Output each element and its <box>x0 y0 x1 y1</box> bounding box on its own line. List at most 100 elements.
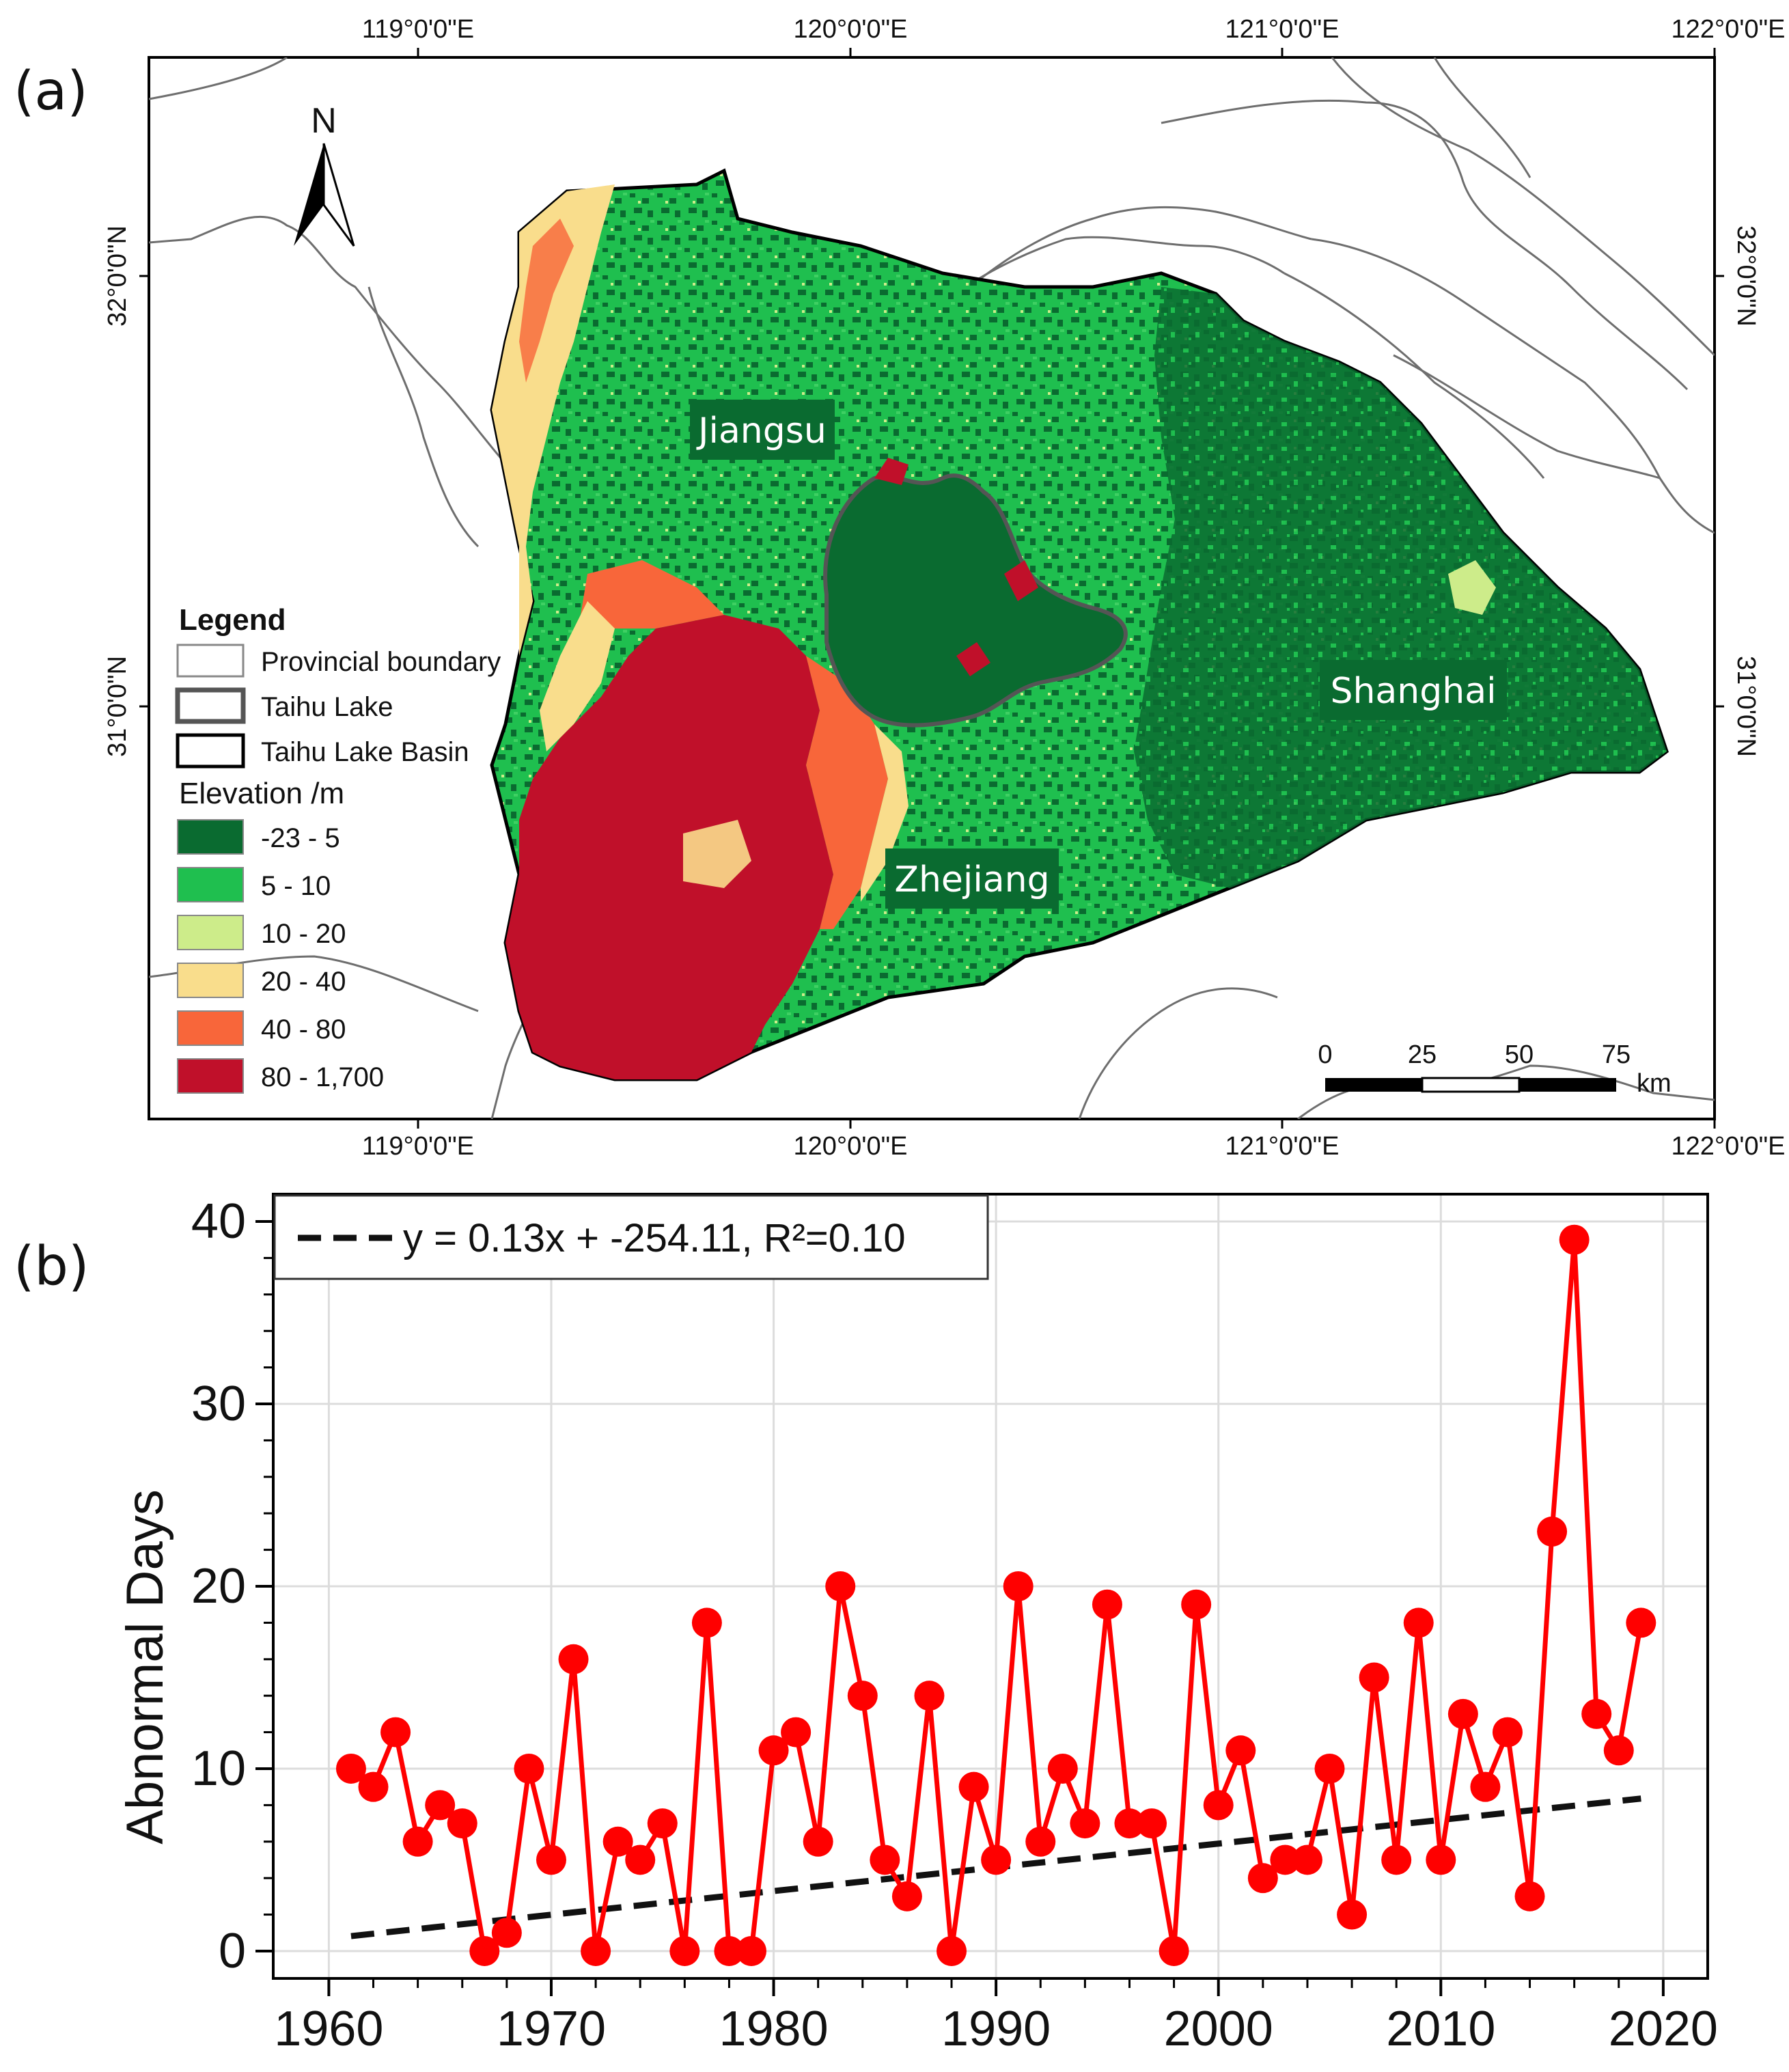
data-point-1998 <box>1159 1935 1189 1966</box>
estuary-2 <box>1311 238 1715 534</box>
region-labels: Jiangsu Shanghai Zhejiang <box>690 400 1507 909</box>
legend-swatch-elev-2 <box>177 915 244 950</box>
y-axis-label: Abnormal Days <box>116 1489 174 1845</box>
scale-segment-3 <box>1519 1078 1616 1092</box>
data-point-1988 <box>937 1935 967 1966</box>
north-coast-2 <box>1331 57 1715 357</box>
scale-unit: km <box>1637 1069 1672 1098</box>
north-label: N <box>311 101 337 141</box>
estuary-1 <box>1284 272 1545 479</box>
data-point-1993 <box>1047 1753 1078 1784</box>
data-point-1962 <box>358 1771 389 1802</box>
jiangsu-label: Jiangsu <box>696 411 827 452</box>
data-point-1969 <box>514 1753 544 1784</box>
lon-label-119-bottom: 119°0'0"E <box>362 1132 474 1161</box>
data-point-1967 <box>469 1935 500 1966</box>
line-chart: 1960 1970 1980 1990 2000 2010 2020 0 10 20 30 40 y =… <box>191 1193 1718 2056</box>
legend-elev-label-0: -23 - 5 <box>261 823 340 853</box>
lon-label-119-top: 119°0'0"E <box>362 15 474 44</box>
lon-label-121-bottom: 121°0'0"E <box>1225 1132 1340 1161</box>
lon-label-121-top: 121°0'0"E <box>1225 15 1340 44</box>
legend-title: Legend <box>179 603 286 637</box>
scale-segment-1 <box>1325 1078 1422 1092</box>
lat-label-32-left: 32°0'0"N <box>103 225 132 327</box>
data-point-1997 <box>1137 1808 1167 1839</box>
data-point-2017 <box>1581 1698 1612 1729</box>
panel-a-label: (a) <box>14 61 88 122</box>
data-point-1965 <box>425 1790 456 1821</box>
mountain-fringe-yellow <box>861 724 909 902</box>
data-point-1975 <box>647 1808 678 1839</box>
data-point-2009 <box>1403 1607 1434 1638</box>
data-point-1981 <box>781 1717 812 1748</box>
data-point-1979 <box>736 1935 766 1966</box>
data-point-2012 <box>1470 1771 1501 1802</box>
scale-tick-0: 0 <box>1318 1040 1332 1069</box>
data-point-1974 <box>625 1845 656 1875</box>
lake-island <box>956 642 990 676</box>
x-tick-label-2000: 2000 <box>1164 2002 1273 2056</box>
legend-provincial-label: Provincial boundary <box>261 647 501 677</box>
north-boundary-2 <box>1433 57 1531 178</box>
coastal-upland-patch <box>1448 560 1496 615</box>
y-tick-label-10: 10 <box>191 1741 246 1796</box>
data-point-2018 <box>1603 1735 1634 1766</box>
data-point-2003 <box>1270 1845 1301 1875</box>
data-point-1963 <box>380 1717 411 1748</box>
scale-tick-50: 50 <box>1505 1040 1534 1069</box>
map-legend: Legend Provincial boundary Taihu Lake Ta… <box>175 603 501 1094</box>
x-tick-label-2010: 2010 <box>1386 2002 1495 2056</box>
legend-swatch-elev-1 <box>177 867 244 902</box>
shanghai-label: Shanghai <box>1330 671 1496 712</box>
data-point-1976 <box>669 1935 700 1966</box>
data-point-1983 <box>825 1571 856 1601</box>
legend-taihu-basin-label: Taihu Lake Basin <box>261 737 469 767</box>
data-point-2006 <box>1337 1899 1368 1930</box>
data-point-1996 <box>1114 1808 1145 1839</box>
yangtze-north-bank <box>969 206 1312 288</box>
data-point-1968 <box>491 1918 522 1948</box>
legend-trend-label: y = 0.13x + -254.11, R²=0.10 <box>403 1216 906 1260</box>
bay-boundary <box>1078 987 1278 1119</box>
data-point-1986 <box>891 1881 922 1911</box>
data-point-1966 <box>447 1808 477 1839</box>
lat-labels-right: 32°0'0"N 31°0'0"N <box>1732 225 1760 757</box>
data-point-1987 <box>914 1681 945 1711</box>
data-point-1964 <box>402 1826 433 1857</box>
legend-elev-label-1: 5 - 10 <box>261 871 331 901</box>
legend-swatch-elev-5 <box>177 1058 244 1094</box>
lon-ticks <box>417 48 1716 1129</box>
data-point-1971 <box>558 1644 589 1674</box>
lake-north-hill <box>874 458 909 485</box>
data-point-1961 <box>335 1753 366 1784</box>
data-point-1977 <box>691 1607 722 1638</box>
data-point-2016 <box>1559 1224 1590 1255</box>
data-point-1999 <box>1181 1589 1212 1620</box>
lon-label-120-top: 120°0'0"E <box>794 15 908 44</box>
legend-swatch-elev-3 <box>177 963 244 998</box>
legend-elevation-title: Elevation /m <box>179 777 344 810</box>
inland-boundary-1 <box>367 286 480 548</box>
legend-swatch-taihu-lake <box>175 687 246 724</box>
scale-tick-75: 75 <box>1602 1040 1631 1069</box>
legend-taihu-lake-label: Taihu Lake <box>261 692 393 722</box>
western-ridge <box>519 219 574 383</box>
legend-elev-label-3: 20 - 40 <box>261 967 346 997</box>
shanghai-label-bg <box>1320 660 1507 720</box>
data-point-1991 <box>1003 1571 1034 1601</box>
legend-elev-label-2: 10 - 20 <box>261 919 346 949</box>
data-point-1990 <box>981 1845 1012 1875</box>
data-point-1978 <box>714 1935 745 1966</box>
lon-labels-bottom: 119°0'0"E 120°0'0"E 121°0'0"E 122°0'0"E <box>362 1132 1786 1161</box>
north-boundary-1 <box>149 57 288 100</box>
data-point-1982 <box>803 1826 833 1857</box>
data-point-1973 <box>602 1826 633 1857</box>
panel-b-label: (b) <box>14 1236 89 1297</box>
legend-elev-label-4: 40 - 80 <box>261 1014 346 1045</box>
data-point-1970 <box>536 1845 566 1875</box>
chart-legend: y = 0.13x + -254.11, R²=0.10 <box>273 1194 989 1280</box>
data-point-2004 <box>1292 1845 1322 1875</box>
y-tick-label-0: 0 <box>219 1924 246 1978</box>
data-point-1992 <box>1025 1826 1056 1857</box>
